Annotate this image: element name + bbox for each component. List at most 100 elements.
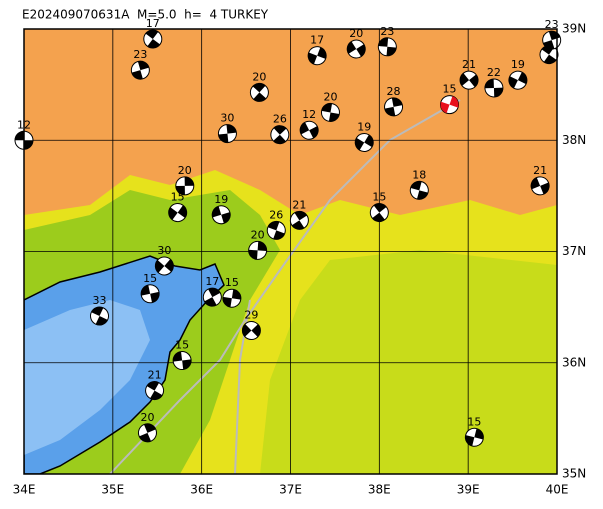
depth-label: 21 <box>148 369 162 382</box>
x-tick-label: 36E <box>190 483 213 497</box>
beachball-quadrant <box>449 96 459 108</box>
beachball-quadrant <box>308 52 318 65</box>
depth-label: 22 <box>487 66 501 79</box>
beachball-quadrant <box>208 288 221 298</box>
beachball <box>464 427 484 447</box>
beachball-quadrant <box>150 390 163 400</box>
x-tick-label: 40E <box>546 483 569 497</box>
depth-label: 29 <box>244 308 258 321</box>
depth-label: 18 <box>412 168 426 181</box>
beachball-quadrant <box>273 134 286 144</box>
depth-label: 12 <box>302 108 316 121</box>
beachball <box>145 381 165 401</box>
beachball-quadrant <box>257 241 267 252</box>
beachball <box>459 70 479 90</box>
beachball <box>248 240 268 260</box>
depth-label: 23 <box>545 18 559 31</box>
beachball <box>530 176 550 196</box>
x-tick-label: 34E <box>13 483 36 497</box>
depth-label: 15 <box>171 191 185 204</box>
depth-label: 19 <box>511 58 525 71</box>
beachball-quadrant <box>384 106 396 116</box>
beachball-quadrant <box>474 428 484 440</box>
beachball-quadrant <box>484 78 494 89</box>
beachball <box>289 210 309 230</box>
beachball-quadrant <box>173 351 183 362</box>
beachball <box>377 37 397 57</box>
shallow-sea <box>24 300 150 455</box>
beachball-quadrant <box>145 30 159 40</box>
fault-line <box>109 99 461 474</box>
beachball <box>384 97 404 117</box>
beachball <box>369 203 389 223</box>
beachball <box>354 132 374 152</box>
beachball-quadrant <box>543 40 555 50</box>
beachball <box>270 125 290 145</box>
beachball-quadrant <box>137 61 150 71</box>
beachball-quadrant <box>294 211 307 221</box>
beachball-quadrant <box>95 316 108 325</box>
depth-label: 15 <box>143 272 157 285</box>
depth-label: 21 <box>462 58 476 71</box>
depth-label: 17 <box>146 17 160 30</box>
beachball-quadrant <box>150 291 160 303</box>
depth-label: 19 <box>357 120 371 133</box>
beachball <box>409 180 429 200</box>
beachball-quadrant <box>372 212 385 222</box>
depth-label: 20 <box>349 27 363 40</box>
beachball-quadrant <box>356 44 366 57</box>
beachball <box>202 287 222 307</box>
beachball-quadrant <box>508 76 518 89</box>
beachball-quadrant <box>291 220 305 230</box>
x-tick-label: 35E <box>101 483 124 497</box>
beachball <box>508 70 528 90</box>
beachball-quadrant <box>273 230 285 240</box>
depth-label: 23 <box>133 48 147 61</box>
beachball-quadrant <box>175 185 185 195</box>
beachball <box>484 78 504 98</box>
depth-label: 15 <box>175 339 189 352</box>
beachball-quadrant <box>248 249 258 260</box>
depth-label: 20 <box>252 70 266 83</box>
beachball <box>90 306 110 326</box>
beachball-quadrant <box>460 73 470 86</box>
beachball-quadrant <box>378 37 389 47</box>
x-tick-label: 38E <box>368 483 391 497</box>
beachball <box>154 256 174 276</box>
depth-label: 30 <box>157 244 171 257</box>
map-title: E202409070631A M=5.0 h= 4 TURKEY <box>22 8 269 22</box>
beachball <box>266 220 286 240</box>
depth-label: 20 <box>140 411 154 424</box>
beachball <box>299 120 319 140</box>
beachball <box>222 288 242 308</box>
beachball-quadrant <box>493 87 503 97</box>
beachball-quadrant <box>465 435 475 447</box>
beachball-quadrant <box>373 203 387 213</box>
depth-label: 17 <box>205 275 219 288</box>
depth-label: 20 <box>251 228 265 241</box>
y-tick-label: 35N <box>562 467 586 481</box>
depth-label: 15 <box>443 83 457 96</box>
beachball-quadrant <box>440 101 450 114</box>
beachball-quadrant <box>131 70 143 80</box>
depth-label: 17 <box>310 34 324 47</box>
y-tick-label: 37N <box>562 244 586 258</box>
beachball-quadrant <box>164 259 174 272</box>
beachball <box>217 124 237 144</box>
beachball-quadrant <box>177 205 187 218</box>
beachball-quadrant <box>146 381 160 391</box>
beachball-quadrant <box>540 182 550 195</box>
beachball <box>172 351 192 371</box>
depth-label: 33 <box>93 294 107 307</box>
beachball-quadrant <box>328 112 340 122</box>
x-tick-label: 37E <box>279 483 302 497</box>
beachball <box>241 320 261 340</box>
valley <box>260 250 557 474</box>
beachball-quadrant <box>231 289 241 300</box>
beachball-quadrant <box>204 297 217 307</box>
beachball-quadrant <box>15 131 24 141</box>
depth-label: 20 <box>178 164 192 177</box>
beachball-quadrant <box>355 137 365 151</box>
depth-label: 15 <box>372 191 386 204</box>
